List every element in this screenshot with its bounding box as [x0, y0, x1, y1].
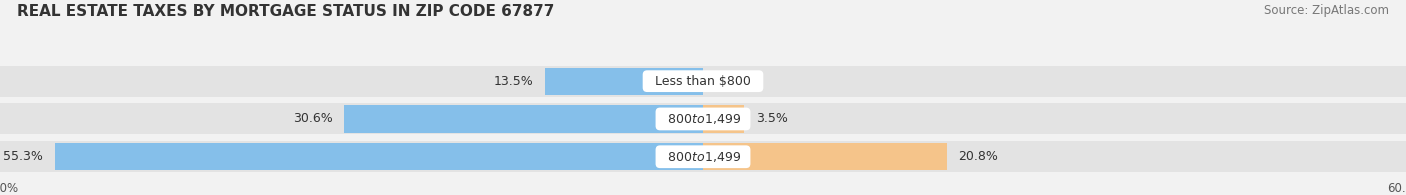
Bar	[344, 105, 703, 133]
Bar	[55, 143, 703, 170]
Text: $800 to $1,499: $800 to $1,499	[659, 112, 747, 126]
Text: REAL ESTATE TAXES BY MORTGAGE STATUS IN ZIP CODE 67877: REAL ESTATE TAXES BY MORTGAGE STATUS IN …	[17, 4, 554, 19]
Bar	[0, 104, 1406, 134]
Text: 0.0%: 0.0%	[714, 75, 747, 88]
Bar	[703, 143, 946, 170]
Bar	[0, 141, 1406, 172]
Bar	[703, 105, 744, 133]
Bar	[0, 66, 1406, 97]
Text: $800 to $1,499: $800 to $1,499	[659, 150, 747, 164]
Text: 13.5%: 13.5%	[494, 75, 533, 88]
Text: 55.3%: 55.3%	[3, 150, 44, 163]
Text: 3.5%: 3.5%	[756, 113, 787, 125]
Text: 30.6%: 30.6%	[292, 113, 333, 125]
Text: 20.8%: 20.8%	[959, 150, 998, 163]
Text: Less than $800: Less than $800	[647, 75, 759, 88]
Bar	[546, 68, 703, 95]
Text: Source: ZipAtlas.com: Source: ZipAtlas.com	[1264, 4, 1389, 17]
